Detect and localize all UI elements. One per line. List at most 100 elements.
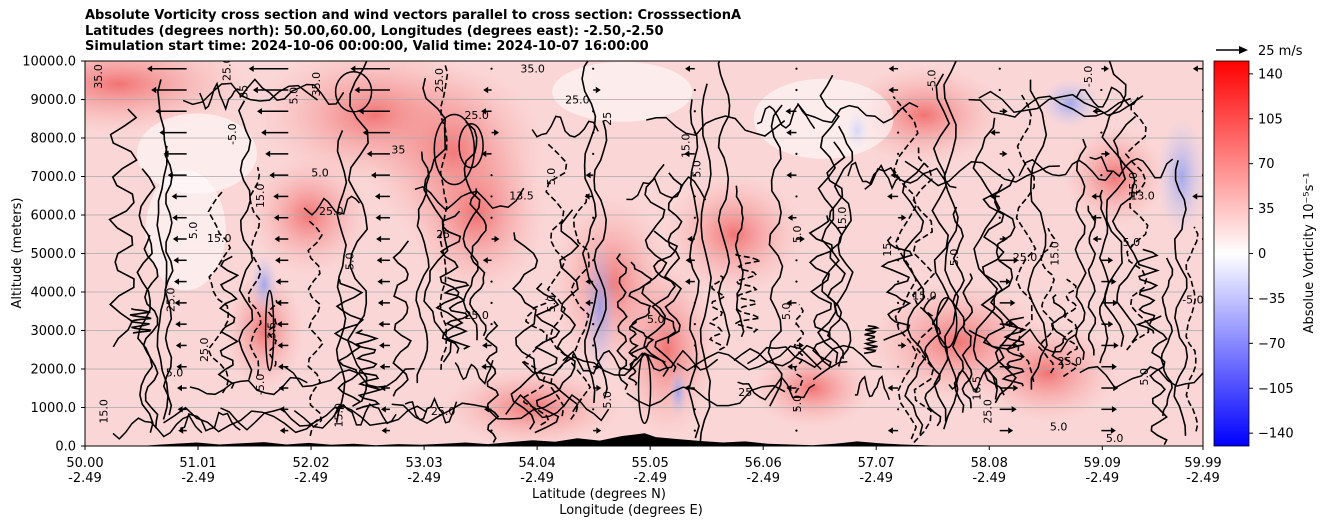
y-tick-label: 2000.0 (31, 363, 77, 378)
vorticity-contour (972, 117, 1001, 400)
x-tick-label-lat: 55.05 (632, 456, 669, 471)
wind-vector-head (799, 235, 805, 243)
wind-vector-head (381, 427, 387, 434)
wind-vector-head (481, 150, 487, 158)
wind-vector-head (1105, 150, 1111, 158)
vorticity-contour (826, 141, 846, 359)
x-tick-label-lon: -2.49 (294, 471, 328, 486)
colorbar-ticks: 140 105 70 35 0 −35 −70 −105 −140 (1249, 67, 1294, 442)
x-tick-label-lat: 50.00 (66, 456, 103, 471)
wind-vector-head (901, 342, 907, 349)
vorticity-contour (108, 108, 138, 348)
wind-vector (592, 152, 595, 155)
vorticity-contour (136, 168, 156, 433)
contour-label: 35.0 (520, 63, 545, 76)
vorticity-contour (756, 103, 816, 130)
vorticity-contour (931, 73, 951, 422)
contour-label: 25.0 (981, 399, 994, 424)
vorticity-contour (737, 376, 816, 401)
vorticity-contour (207, 189, 232, 394)
x-tick-label-lat: 51.01 (179, 456, 216, 471)
wind-vector-head (585, 299, 591, 307)
wind-vector (490, 323, 493, 326)
wind-vector-head (70, 193, 75, 199)
vorticity-contour (978, 90, 1144, 117)
vorticity-contour (570, 194, 592, 420)
vorticity-contour (1135, 248, 1160, 334)
wind-vector (795, 429, 798, 432)
plot-content: 35.0 25.0 35 5.0 35.0 35 25.0 25.0 35.0 25.0 25 15.… (70, 61, 1211, 446)
wind-vector-head (76, 406, 81, 412)
vorticity-contour (901, 162, 927, 435)
contour-label: 5.0 (1106, 432, 1124, 445)
wind-vector-head (1010, 299, 1016, 307)
vorticity-contour (238, 100, 254, 381)
vorticity-contour (699, 83, 712, 446)
contour-label: 5.0 (166, 367, 184, 380)
vorticity-contour (239, 78, 345, 105)
wind-vector-head (362, 129, 368, 136)
wind-vector-head (159, 129, 165, 136)
contour-label: -5.0 (926, 70, 939, 91)
vorticity-contour (961, 273, 974, 409)
wind-vector (592, 110, 595, 113)
wind-vector (795, 259, 798, 262)
wind-vector-head (786, 129, 792, 136)
wind-vector-head (163, 150, 169, 158)
contour-label: 35.0 (92, 64, 105, 89)
x-tick-label-lat: 59.09 (1084, 456, 1121, 471)
vorticity-contour (628, 261, 655, 358)
wind-vector-head (279, 406, 285, 413)
wind-vector (592, 344, 595, 347)
vorticity-contour (1018, 158, 1113, 182)
wind-vector-head (596, 384, 602, 392)
vorticity-contour (1148, 315, 1168, 445)
colorbar-tick-label: 0 (1258, 247, 1266, 262)
vorticity-contour (747, 344, 882, 369)
y-tick-label: 7000.0 (31, 170, 77, 185)
colorbar-tick-label: 105 (1258, 112, 1283, 127)
vorticity-contour (163, 406, 319, 434)
contour-label: 5.0 (311, 167, 329, 180)
wind-vector-head (1002, 108, 1008, 115)
x-tick-label-lat: 53.03 (405, 456, 442, 471)
wind-vector-head (1091, 214, 1097, 221)
wind-vector-head (261, 129, 267, 136)
vorticity-contour (199, 81, 241, 112)
wind-vector-head (1007, 363, 1013, 370)
vorticity-contour (862, 325, 880, 355)
vorticity-contour (911, 147, 935, 443)
contour-label: 15.0 (1127, 172, 1140, 197)
wind-vector (490, 280, 493, 283)
vorticity-contour (968, 95, 1131, 118)
wind-vector-head (174, 278, 180, 285)
contour-label: -5.0 (1082, 66, 1095, 87)
wind-vector-head (990, 129, 996, 136)
contour-label: 15.0 (97, 399, 110, 424)
wind-vector-head (1012, 342, 1018, 349)
x-tick-label-lon: -2.49 (1085, 471, 1119, 486)
vorticity-contour (162, 145, 174, 416)
vorticity-contour (562, 349, 636, 375)
wind-vector-head (1192, 193, 1198, 200)
vorticity-contour (462, 121, 481, 341)
positive-vorticity-area (844, 64, 1005, 165)
wind-vector-head (1206, 129, 1211, 135)
x-axis: 50.00-2.4951.01-2.4952.02-2.4953.03-2.49… (66, 446, 1222, 486)
vorticity-contour (708, 274, 727, 351)
vorticity-contour (454, 359, 494, 385)
wind-vector-head (252, 86, 258, 94)
wind-vector (693, 216, 696, 219)
wind-vector-head (75, 385, 80, 391)
wind-vector (998, 174, 1001, 177)
colorbar-tick-label: 140 (1258, 67, 1283, 82)
wind-vector-head (177, 406, 183, 413)
wind-vector (490, 67, 493, 70)
wind-vector (693, 408, 696, 411)
colorbar-tick-label: 35 (1258, 202, 1275, 217)
wind-vector-head (177, 384, 183, 392)
wind-vector (490, 195, 493, 198)
wind-vector-head (178, 427, 184, 434)
x-axis-label: Latitude (degrees N) (532, 487, 666, 502)
x-tick-label-lon: -2.49 (972, 471, 1006, 486)
